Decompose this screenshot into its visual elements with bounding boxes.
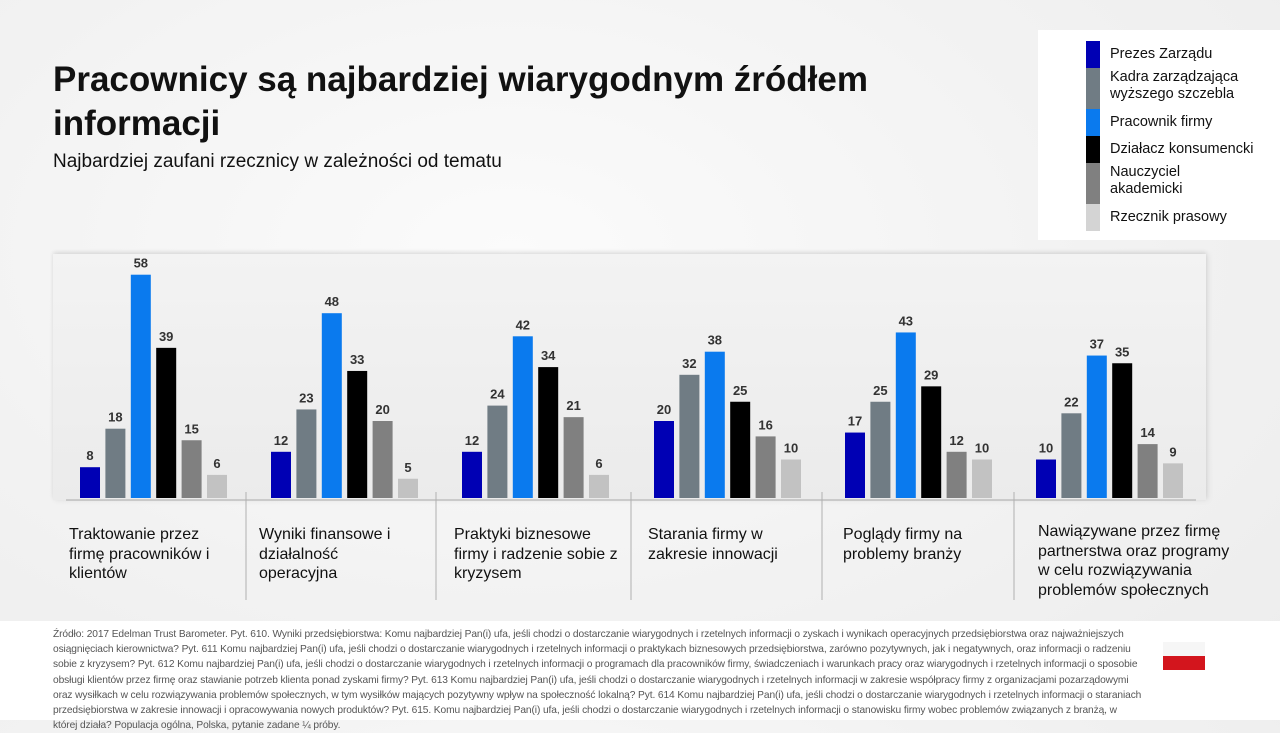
bar-6-4 xyxy=(1112,363,1133,498)
bar-value-label: 29 xyxy=(924,367,938,382)
bar-3-2 xyxy=(487,405,508,498)
category-label-6: Nawiązywane przez firmę partnerstwa oraz… xyxy=(1038,523,1230,599)
bar-chart: 8 18 58 39 15 6 12 23 48 33 20 5 12 24 42 34 21 6 20 32 38 25… xyxy=(66,256,1196,600)
bar-2-2 xyxy=(296,409,317,498)
bar-1-5 xyxy=(181,440,202,498)
bar-2-5 xyxy=(372,421,393,498)
bar-6-2 xyxy=(1061,413,1082,498)
bar-6-5 xyxy=(1137,444,1158,498)
legend-swatch-pracownik xyxy=(1086,109,1100,136)
bar-value-label: 8 xyxy=(86,448,93,463)
category-label-1: Traktowanie przez firmę pracowników i kl… xyxy=(69,526,210,582)
bar-value-label: 10 xyxy=(975,441,989,456)
bar-1-6 xyxy=(207,474,227,498)
bar-2-1 xyxy=(271,451,291,498)
bar-2-6 xyxy=(398,478,418,498)
bar-5-1 xyxy=(845,432,865,498)
chart-legend: Prezes Zarządu Kadra zarządzająca wyższe… xyxy=(1038,30,1280,240)
bar-6-1 xyxy=(1036,459,1056,498)
bar-5-6 xyxy=(972,459,992,498)
bar-3-6 xyxy=(589,474,609,498)
bar-value-label: 23 xyxy=(299,390,313,405)
bar-value-label: 12 xyxy=(465,433,479,448)
category-label-3: Praktyki biznesowe firmy i radzenie sobi… xyxy=(454,526,618,582)
bar-value-label: 43 xyxy=(899,313,913,328)
bar-3-4 xyxy=(538,367,559,498)
legend-label-pracownik: Pracownik firmy xyxy=(1110,114,1213,130)
bar-3-1 xyxy=(462,451,482,498)
bar-5-2 xyxy=(870,401,891,498)
bar-4-5 xyxy=(755,436,776,498)
bar-value-label: 6 xyxy=(595,456,602,471)
bar-value-label: 25 xyxy=(733,383,747,398)
bar-5-4 xyxy=(921,386,942,498)
bar-value-label: 15 xyxy=(184,421,198,436)
footer: Źródło: 2017 Edelman Trust Barometer. Py… xyxy=(0,621,1280,731)
chart-panel xyxy=(53,254,1206,500)
bar-value-label: 37 xyxy=(1090,337,1104,352)
bar-value-label: 18 xyxy=(108,410,122,425)
bar-2-4 xyxy=(347,370,368,498)
bar-value-label: 25 xyxy=(873,383,887,398)
legend-label-rzecznik: Rzecznik prasowy xyxy=(1110,209,1227,225)
bar-value-label: 16 xyxy=(758,417,772,432)
poland-flag-icon xyxy=(1163,642,1205,670)
category-label-5: Poglądy firmy na problemy branży xyxy=(843,526,963,563)
bar-value-label: 9 xyxy=(1169,444,1176,459)
bar-value-label: 33 xyxy=(350,352,364,367)
legend-label-prezes: Prezes Zarządu xyxy=(1110,46,1213,62)
bar-value-label: 39 xyxy=(159,329,173,344)
bar-value-label: 34 xyxy=(541,348,556,363)
bar-value-label: 20 xyxy=(375,402,389,417)
category-label-4: Starania firmy w zakresie innowacji xyxy=(648,526,778,563)
bar-value-label: 5 xyxy=(404,460,411,475)
legend-swatch-nauczyciel xyxy=(1086,163,1100,204)
source-note: Źródło: 2017 Edelman Trust Barometer. Py… xyxy=(53,629,1142,732)
bar-value-label: 6 xyxy=(213,456,220,471)
bar-1-2 xyxy=(105,428,126,498)
legend-swatch-dzialacz xyxy=(1086,136,1100,163)
bar-4-4 xyxy=(730,401,751,498)
bar-value-label: 35 xyxy=(1115,344,1129,359)
bar-value-label: 24 xyxy=(490,387,505,402)
bar-value-label: 20 xyxy=(657,402,671,417)
legend-swatch-kadra xyxy=(1086,68,1100,109)
bar-value-label: 21 xyxy=(566,398,580,413)
bar-1-4 xyxy=(156,347,177,498)
bar-6-3 xyxy=(1086,355,1107,498)
bar-value-label: 32 xyxy=(682,356,696,371)
bar-value-label: 58 xyxy=(134,256,148,271)
legend-label-kadra: Kadra zarządzająca wyższego szczebla xyxy=(1110,69,1239,102)
bar-4-1 xyxy=(654,421,674,498)
bar-4-2 xyxy=(679,374,700,498)
bar-5-5 xyxy=(946,451,967,498)
legend-label-dzialacz: Działacz konsumencki xyxy=(1110,141,1254,157)
legend-label-nauczyciel: Nauczyciel akademicki xyxy=(1110,164,1183,197)
bar-value-label: 17 xyxy=(848,414,862,429)
page-subtitle: Najbardziej zaufani rzecznicy w zależnoś… xyxy=(53,151,502,172)
bar-3-3 xyxy=(512,336,533,498)
bar-4-3 xyxy=(704,351,725,498)
bar-5-3 xyxy=(895,332,916,498)
bar-value-label: 12 xyxy=(949,433,963,448)
bar-value-label: 12 xyxy=(274,433,288,448)
bar-3-5 xyxy=(563,417,584,498)
legend-swatch-prezes xyxy=(1086,41,1100,68)
bar-6-6 xyxy=(1163,463,1183,498)
legend-swatch-rzecznik xyxy=(1086,204,1100,231)
bar-1-3 xyxy=(130,274,151,498)
bar-value-label: 14 xyxy=(1140,425,1155,440)
bar-value-label: 10 xyxy=(1039,441,1053,456)
category-label-2: Wyniki finansowe i działalność operacyjn… xyxy=(259,526,391,582)
bar-1-1 xyxy=(80,467,100,498)
bar-4-6 xyxy=(781,459,801,498)
page-title: Pracownicy są najbardziej wiarygodnym źr… xyxy=(53,60,868,143)
bar-value-label: 42 xyxy=(516,317,530,332)
bar-value-label: 10 xyxy=(784,441,798,456)
bar-value-label: 38 xyxy=(708,333,722,348)
bar-value-label: 48 xyxy=(325,294,339,309)
bar-2-3 xyxy=(321,313,342,498)
bar-value-label: 22 xyxy=(1064,394,1078,409)
